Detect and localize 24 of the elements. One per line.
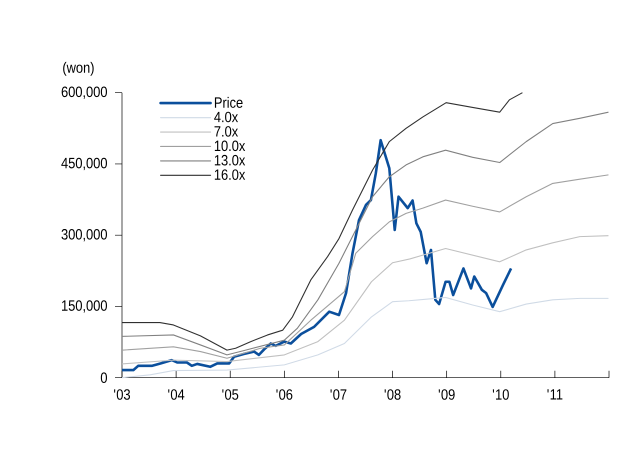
x-tick-label: '04: [168, 389, 184, 400]
legend-label: 13.0x: [214, 154, 246, 166]
x-tick-label: '11: [547, 389, 562, 400]
y-tick-label: 300,000: [62, 229, 107, 242]
x-tick-label: '03: [114, 389, 130, 400]
x-tick-label: '09: [438, 389, 455, 400]
y-axis-title: (won): [63, 62, 94, 76]
x-tick-label: '05: [222, 389, 238, 400]
legend-label: 16.0x: [214, 169, 246, 180]
x-tick-label: '06: [276, 389, 292, 400]
x-tick-label: '10: [492, 389, 509, 400]
line-series: [120, 138, 512, 372]
line-series: [121, 92, 523, 351]
y-tick-label: 150,000: [62, 300, 107, 313]
legend-label: 7.0x: [214, 126, 238, 137]
x-tick-label: '08: [384, 389, 401, 400]
x-tick-label: '07: [330, 389, 346, 400]
line-series: [121, 112, 610, 356]
legend-label: Price: [214, 96, 243, 108]
legend-label: 10.0x: [214, 140, 246, 152]
y-tick-label: 0: [100, 372, 107, 383]
y-tick-label: 600,000: [62, 86, 107, 99]
legend-label: 4.0x: [214, 112, 238, 122]
y-tick-label: 450,000: [61, 158, 107, 170]
